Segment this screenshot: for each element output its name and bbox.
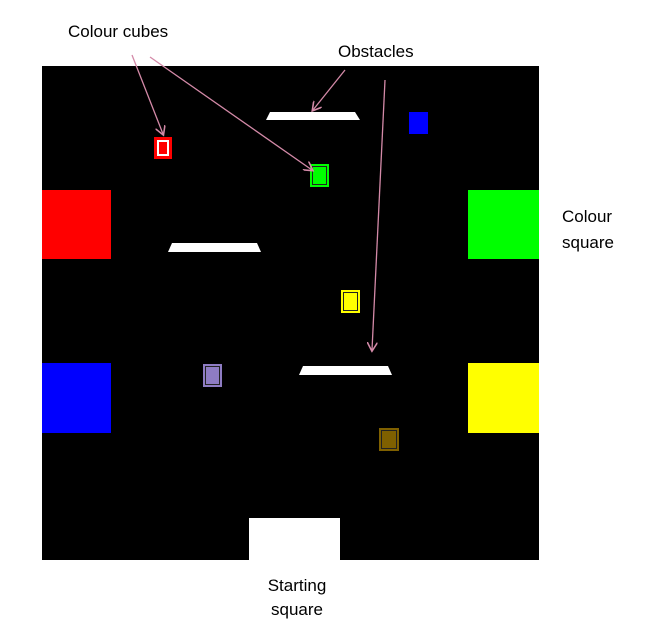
- colour-square-label-line2: square: [562, 233, 614, 252]
- colour-square-green: [468, 190, 539, 259]
- colour-cube-purple: [203, 364, 222, 387]
- colour-cube-blue: [409, 112, 428, 134]
- colour-square-label: Colour square: [562, 204, 614, 256]
- colour-square-yellow: [468, 363, 539, 433]
- colour-square-blue: [42, 363, 111, 433]
- colour-square-label-line1: Colour: [562, 207, 613, 226]
- colour-cube-green: [310, 164, 329, 187]
- arena: [42, 66, 539, 560]
- colour-cube-red: [154, 137, 172, 159]
- colour-square-red: [42, 190, 111, 259]
- starting-square-label-line1: Starting: [267, 576, 327, 595]
- starting-square-label-line2: square: [271, 600, 323, 619]
- obstacles-label: Obstacles: [338, 42, 414, 61]
- colour-cubes-label: Colour cubes: [68, 22, 169, 41]
- colour-cube-yellow: [341, 290, 360, 313]
- colour-cube-brown: [379, 428, 399, 451]
- starting-square-label: Starting square: [254, 574, 340, 622]
- starting-square: [249, 518, 340, 560]
